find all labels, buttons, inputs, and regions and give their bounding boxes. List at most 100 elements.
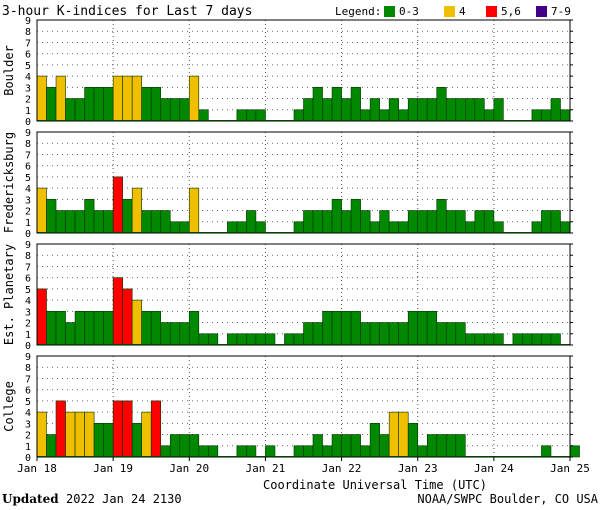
bar bbox=[531, 221, 542, 234]
bar bbox=[369, 423, 380, 458]
bar bbox=[179, 434, 190, 458]
bar bbox=[131, 299, 142, 346]
bar bbox=[388, 411, 399, 458]
bar bbox=[236, 333, 247, 346]
bar bbox=[131, 75, 142, 122]
bar bbox=[550, 333, 561, 346]
panels-group: 0123456789Boulder0123456789Fredericksbur… bbox=[2, 16, 580, 464]
bar bbox=[312, 87, 323, 122]
bar bbox=[46, 434, 57, 458]
bar bbox=[484, 109, 495, 122]
bar bbox=[350, 199, 361, 234]
y-tick-label: 7 bbox=[25, 38, 31, 49]
y-tick-label: 4 bbox=[25, 408, 31, 419]
bar bbox=[331, 434, 342, 458]
panel-name: Est. Planetary bbox=[2, 244, 16, 345]
bar bbox=[236, 109, 247, 122]
y-tick-label: 3 bbox=[25, 307, 31, 318]
x-tick-label: Jan 22 bbox=[322, 462, 362, 475]
bar bbox=[265, 445, 276, 458]
bar bbox=[417, 311, 428, 346]
bar bbox=[455, 210, 466, 234]
bar bbox=[122, 288, 133, 346]
bar bbox=[208, 333, 219, 346]
bar bbox=[312, 322, 323, 346]
bar bbox=[112, 277, 123, 346]
y-tick-label: 1 bbox=[25, 218, 31, 229]
bar bbox=[436, 434, 447, 458]
bar bbox=[350, 311, 361, 346]
bar bbox=[445, 434, 457, 458]
y-tick-label: 5 bbox=[25, 397, 31, 408]
bar bbox=[560, 221, 571, 234]
bar bbox=[474, 210, 485, 234]
bar bbox=[293, 221, 304, 234]
legend-title: Legend: bbox=[335, 5, 381, 18]
y-tick-label: 1 bbox=[25, 106, 31, 117]
bar bbox=[341, 311, 352, 346]
bar bbox=[436, 87, 447, 122]
y-tick-label: 1 bbox=[25, 330, 31, 341]
bar bbox=[369, 98, 380, 122]
bar bbox=[322, 210, 333, 234]
bar bbox=[293, 445, 304, 458]
bar bbox=[198, 445, 209, 458]
bar bbox=[160, 98, 171, 122]
bar bbox=[493, 221, 504, 234]
bar bbox=[169, 221, 181, 234]
y-tick-label: 2 bbox=[25, 95, 31, 106]
bar bbox=[541, 109, 552, 122]
y-tick-label: 4 bbox=[25, 72, 31, 83]
bar bbox=[255, 333, 266, 346]
bar bbox=[465, 221, 476, 234]
bar bbox=[179, 322, 190, 346]
bar bbox=[236, 221, 247, 234]
bar bbox=[141, 411, 152, 458]
bar bbox=[303, 445, 314, 458]
bar bbox=[417, 445, 428, 458]
panel-frame bbox=[36, 355, 571, 458]
legend-swatch bbox=[444, 6, 455, 17]
bar bbox=[426, 98, 438, 122]
bar bbox=[103, 87, 114, 122]
y-tick-label: 7 bbox=[25, 262, 31, 273]
bar bbox=[303, 210, 314, 234]
chart-title: 3-hour K-indices for Last 7 days bbox=[2, 4, 252, 19]
bar bbox=[65, 98, 76, 122]
bar bbox=[227, 333, 238, 346]
bar bbox=[131, 423, 142, 458]
x-tick-label: Jan 20 bbox=[169, 462, 209, 475]
bar bbox=[474, 333, 485, 346]
bar bbox=[398, 411, 409, 458]
bar bbox=[341, 210, 352, 234]
y-tick-label: 0 bbox=[25, 453, 31, 464]
bar bbox=[84, 311, 95, 346]
bar bbox=[379, 322, 390, 346]
y-tick-label: 2 bbox=[25, 207, 31, 218]
y-tick-label: 8 bbox=[25, 363, 31, 374]
bar bbox=[246, 333, 257, 346]
bar bbox=[246, 445, 257, 458]
bar bbox=[103, 311, 114, 346]
bar bbox=[255, 221, 266, 234]
bar bbox=[74, 311, 85, 346]
bar bbox=[36, 187, 47, 234]
x-tick-label: Jan 18 bbox=[17, 462, 57, 475]
y-tick-label: 9 bbox=[25, 352, 31, 363]
bar bbox=[150, 311, 162, 346]
bar bbox=[322, 445, 333, 458]
panel-name: Boulder bbox=[2, 45, 16, 96]
y-tick-label: 4 bbox=[25, 184, 31, 195]
bar bbox=[284, 333, 295, 346]
x-tick-label: Jan 25 bbox=[550, 462, 590, 475]
bar bbox=[388, 98, 399, 122]
bar bbox=[360, 322, 371, 346]
bar bbox=[65, 322, 76, 346]
legend-label: 5,6 bbox=[501, 5, 521, 18]
bar bbox=[65, 210, 76, 234]
y-tick-label: 2 bbox=[25, 431, 31, 442]
y-tick-label: 3 bbox=[25, 83, 31, 94]
bar bbox=[417, 98, 428, 122]
